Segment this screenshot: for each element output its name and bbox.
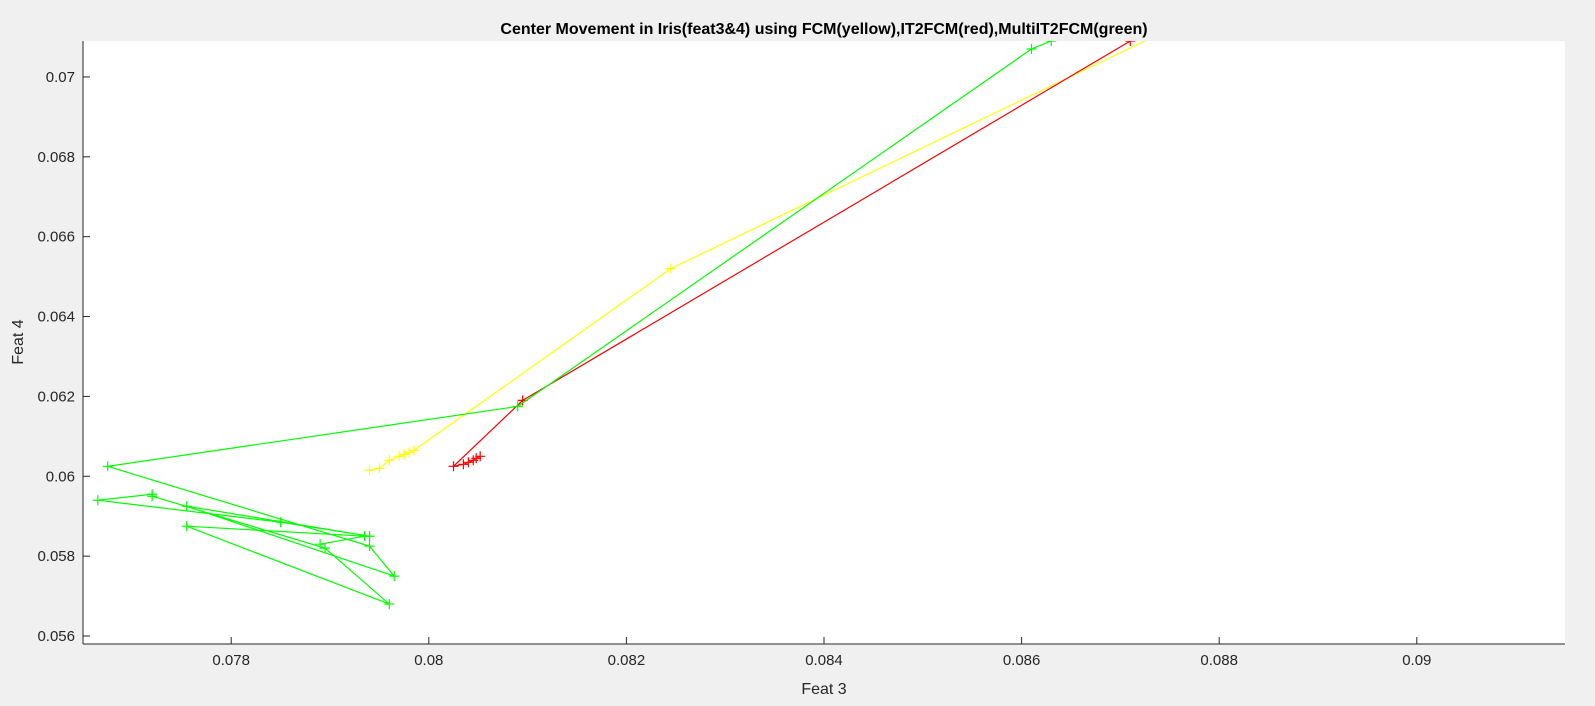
data-point-marker xyxy=(275,517,286,528)
data-point-marker xyxy=(1165,24,1175,34)
chart-title: Center Movement in Iris(feat3&4) using F… xyxy=(500,21,1147,38)
y-tick-label: 0.062 xyxy=(37,388,75,405)
data-point-marker xyxy=(1046,41,1057,46)
data-point-marker xyxy=(1125,41,1136,46)
data-point-marker xyxy=(408,445,419,456)
series-1 xyxy=(448,41,1136,472)
y-tick-label: 0.06 xyxy=(46,468,75,485)
series-layer xyxy=(92,24,1175,610)
data-point-marker xyxy=(147,491,158,502)
data-point-marker xyxy=(399,449,410,460)
data-point-marker xyxy=(364,465,375,476)
y-axis-label: Feat 4 xyxy=(10,319,27,364)
x-tick-label: 0.09 xyxy=(1402,652,1431,669)
series-0 xyxy=(364,24,1175,476)
x-axis-label: Feat 3 xyxy=(801,681,846,698)
series-2 xyxy=(92,41,1057,610)
plot-area xyxy=(83,41,1565,644)
data-point-marker xyxy=(315,539,326,550)
y-tick-label: 0.056 xyxy=(37,628,75,645)
data-point-marker xyxy=(384,455,395,466)
y-tick-label: 0.058 xyxy=(37,548,75,565)
data-point-marker xyxy=(364,541,375,552)
x-tick-label: 0.084 xyxy=(805,652,843,669)
data-point-marker xyxy=(458,459,469,470)
x-tick-label: 0.088 xyxy=(1200,652,1238,669)
data-point-marker xyxy=(471,453,482,464)
x-tick-label: 0.082 xyxy=(608,652,646,669)
data-point-marker xyxy=(389,571,400,582)
data-point-marker xyxy=(448,461,459,472)
data-point-marker xyxy=(384,599,395,610)
data-point-marker xyxy=(394,451,405,462)
data-point-marker xyxy=(475,451,486,462)
data-point-marker xyxy=(1026,43,1037,54)
data-point-marker xyxy=(359,531,370,542)
data-point-marker xyxy=(665,263,676,274)
data-point-marker xyxy=(512,401,523,412)
x-tick-label: 0.08 xyxy=(414,652,443,669)
y-tick-label: 0.07 xyxy=(46,69,75,86)
data-point-marker xyxy=(320,543,331,554)
data-point-marker xyxy=(374,463,385,474)
data-point-marker xyxy=(463,457,474,468)
data-point-marker xyxy=(181,501,192,512)
y-tick-label: 0.064 xyxy=(37,309,75,326)
data-point-marker xyxy=(404,447,415,458)
y-tick-label: 0.068 xyxy=(37,149,75,166)
data-point-marker xyxy=(92,495,103,506)
data-point-marker xyxy=(102,461,113,472)
y-ticks: 0.056 0.058 0.06 0.062 0.064 0.066 0.068 0.07 xyxy=(37,69,90,645)
data-point-marker xyxy=(181,521,192,532)
x-tick-label: 0.086 xyxy=(1003,652,1041,669)
x-tick-label: 0.078 xyxy=(212,652,250,669)
x-ticks: 0.078 0.08 0.082 0.084 0.086 0.088 0.09 xyxy=(212,637,1431,669)
y-tick-label: 0.066 xyxy=(37,229,75,246)
